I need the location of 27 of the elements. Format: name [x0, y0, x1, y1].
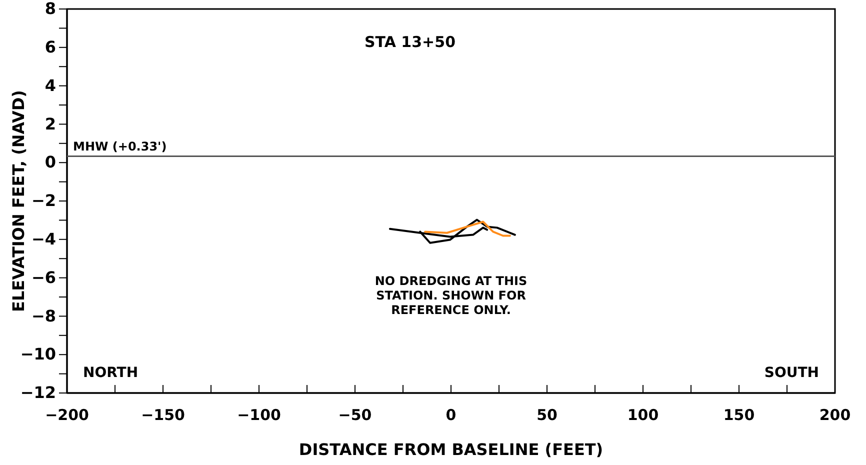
x-tick-label: 200 [819, 406, 851, 424]
annotation: NORTH [83, 365, 138, 381]
y-tick-label: 0 [44, 152, 56, 172]
x-tick-label: −50 [338, 406, 372, 424]
y-tick-label: −8 [31, 306, 56, 326]
y-tick-label: −4 [31, 230, 56, 249]
ref-line-label: MHW (+0.33') [73, 139, 167, 154]
x-tick-label: −150 [141, 406, 185, 424]
annotation: SOUTH [764, 365, 819, 381]
y-tick-label: 6 [44, 38, 56, 57]
y-tick-label: 8 [44, 0, 56, 18]
x-tick-label: −100 [237, 406, 281, 424]
x-tick-label: 0 [446, 406, 456, 424]
x-tick-label: 100 [627, 406, 659, 424]
y-tick-label: −12 [20, 383, 56, 402]
y-tick-label: 4 [44, 76, 56, 95]
y-tick-label: −10 [20, 344, 56, 364]
y-tick-label: −2 [31, 191, 56, 210]
y-axis-title: ELEVATION FEET, (NAVD) [9, 90, 28, 312]
x-tick-label: 50 [536, 406, 558, 424]
x-tick-label: −200 [45, 406, 89, 424]
y-tick-label: 2 [44, 114, 56, 134]
annotation: NO DREDGING AT THIS STATION. SHOWN FOR REFERENCE ONLY. [374, 274, 528, 317]
x-tick-label: 150 [723, 406, 755, 424]
x-axis-title: DISTANCE FROM BASELINE (FEET) [298, 440, 604, 459]
y-tick-label: −6 [31, 268, 56, 287]
text: STA 13+50 [364, 33, 456, 51]
